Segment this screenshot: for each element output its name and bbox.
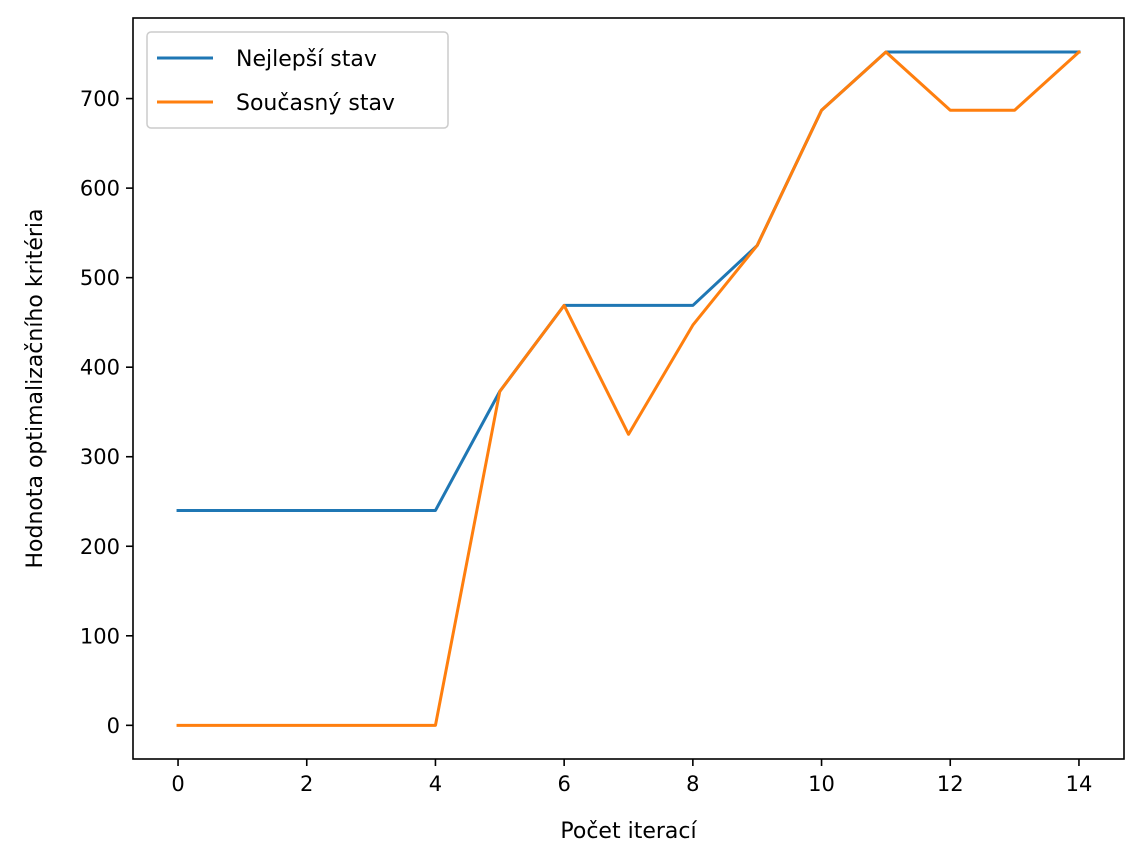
series-layer	[176, 49, 1082, 727]
legend-label-1: Současný stav	[236, 91, 395, 116]
y-axis-label: Hodnota optimalizačního kritéria	[23, 208, 48, 568]
x-tick-label: 4	[429, 772, 442, 796]
x-tick-label: 12	[937, 772, 964, 796]
x-tick-label: 2	[300, 772, 313, 796]
x-tick-label: 14	[1066, 772, 1093, 796]
y-tick-label: 300	[80, 445, 120, 469]
series-line-1	[176, 49, 1082, 727]
x-tick-label: 6	[557, 772, 570, 796]
y-axis: 0 100 200 300 400 500 600 700	[80, 87, 133, 738]
x-axis: 0 2 4 6 8 10 12 14	[171, 759, 1092, 796]
y-tick-label: 600	[80, 177, 120, 201]
y-tick-label: 0	[107, 714, 120, 738]
y-tick-label: 400	[80, 356, 120, 380]
x-axis-label: Počet iterací	[560, 819, 697, 844]
y-tick-label: 500	[80, 266, 120, 290]
y-tick-label: 200	[80, 535, 120, 559]
x-tick-label: 0	[171, 772, 184, 796]
y-tick-label: 100	[80, 624, 120, 648]
x-tick-label: 10	[808, 772, 835, 796]
legend-label-0: Nejlepší stav	[236, 47, 377, 72]
legend-box	[146, 31, 449, 129]
legend: Nejlepší stav Současný stav	[146, 31, 449, 129]
series-line-0	[176, 50, 1081, 512]
x-tick-label: 8	[686, 772, 699, 796]
y-tick-label: 700	[80, 87, 120, 111]
plot-frame	[132, 17, 1125, 760]
